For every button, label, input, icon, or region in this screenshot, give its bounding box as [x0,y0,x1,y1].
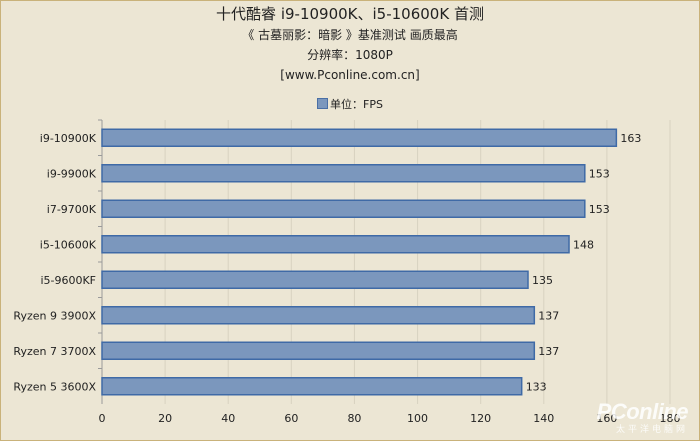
x-tick-label: 80 [347,412,361,425]
x-tick-label: 120 [470,412,491,425]
watermark-brand: PConline [596,399,689,424]
y-tick-label: i9-9900K [47,167,97,180]
chart-subtitle-source: [www.Pconline.com.cn] [280,68,420,82]
y-tick-label: i9-10900K [40,132,97,145]
watermark: PConline 太平洋电脑网 [596,399,689,435]
bar [101,235,570,254]
bar [101,164,586,183]
y-tick-label: i7-9700K [47,203,97,216]
y-tick-label: Ryzen 7 3700X [13,345,96,358]
data-label: 137 [538,345,559,358]
x-tick-label: 180 [660,412,681,425]
x-tick-label: 0 [99,412,106,425]
chart-legend: 单位：FPS [0,96,700,112]
y-tick-label: Ryzen 5 3600X [13,380,96,393]
y-tick-label: i5-10600K [40,238,97,251]
data-label: 137 [538,309,559,322]
bar [101,270,529,289]
data-label: 153 [589,203,610,216]
bar [101,128,618,147]
x-tick-label: 100 [407,412,428,425]
data-label: 133 [526,380,547,393]
data-label: 135 [532,274,553,287]
chart-subtitle-resolution: 分辨率：1080P [307,48,393,62]
bar [101,377,523,396]
bar [101,199,586,218]
bar [101,341,536,360]
bar [101,306,536,325]
x-tick-label: 140 [533,412,554,425]
x-tick-label: 40 [221,412,235,425]
chart-title: 十代酷睿 i9-10900K、i5-10600K 首测 [216,5,484,23]
y-tick-label: Ryzen 9 3900X [13,309,96,322]
y-tick-label: i5-9600KF [40,274,96,287]
data-label: 148 [573,238,594,251]
x-tick-label: 60 [284,412,298,425]
data-label: 153 [589,167,610,180]
x-tick-label: 20 [158,412,172,425]
chart-subtitle-benchmark: 《 古墓丽影：暗影 》基准测试 画质最高 [242,28,458,42]
x-tick-label: 160 [596,412,617,425]
watermark-sub: 太平洋电脑网 [615,424,688,434]
legend-label: 单位：FPS [330,98,383,111]
data-label: 163 [620,132,641,145]
chart-titles: 十代酷睿 i9-10900K、i5-10600K 首测 《 古墓丽影：暗影 》基… [0,4,700,85]
legend-swatch [317,98,329,109]
